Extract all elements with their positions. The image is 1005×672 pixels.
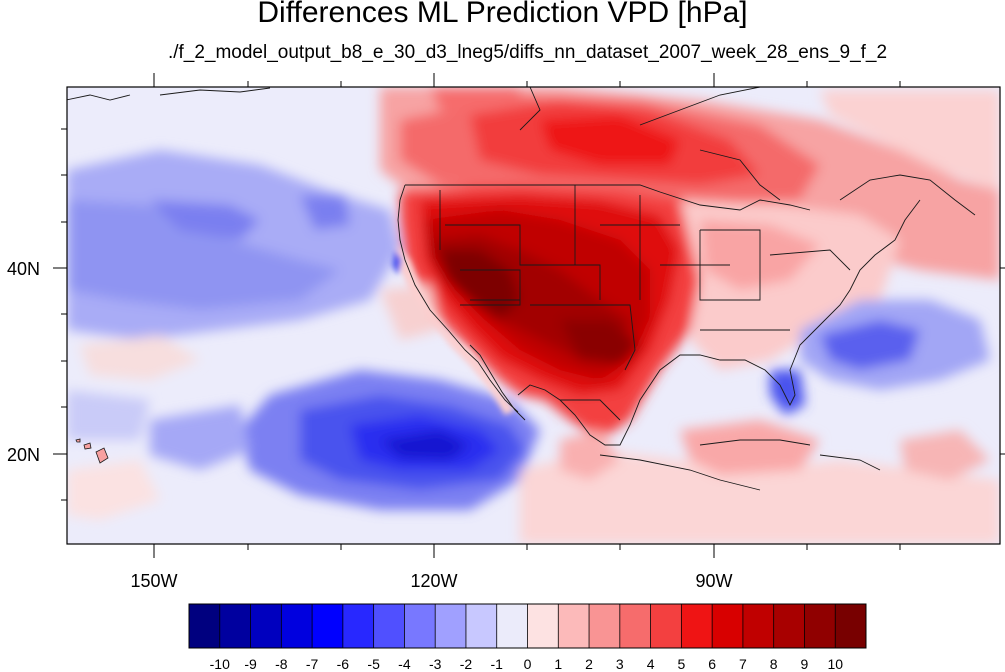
lon-tick-label: 90W	[695, 571, 732, 591]
colorbar-swatch	[219, 604, 252, 648]
colorbar-label: 5	[677, 656, 685, 672]
colorbar-label: -7	[306, 656, 319, 672]
map-subtitle: ./f_2_model_output_b8_e_30_d3_lneg5/diff…	[167, 42, 888, 63]
colorbar-label: -8	[275, 656, 288, 672]
lat-tick-label: 20N	[7, 445, 40, 465]
colorbar-swatch	[312, 604, 344, 648]
axis-ticks	[53, 73, 1005, 558]
lon-tick-label: 120W	[410, 571, 457, 591]
colorbar-label: -9	[244, 656, 257, 672]
colorbar-swatch	[589, 604, 621, 648]
coastlines	[67, 87, 976, 491]
colorbar-label: -2	[460, 656, 473, 672]
colorbar-label: 9	[801, 656, 809, 672]
colorbar-swatch	[619, 604, 652, 648]
colorbar-label: -5	[367, 656, 380, 672]
colorbar-swatch	[558, 604, 590, 648]
lat-tick-label: 40N	[7, 259, 40, 279]
colorbar-label: 3	[616, 656, 624, 672]
colorbar-swatch	[250, 604, 282, 648]
colorbar-swatch	[835, 604, 867, 648]
colorbar-label: 4	[647, 656, 655, 672]
colorbar-swatch	[281, 604, 313, 648]
colorbar-swatch	[742, 604, 775, 648]
colorbar-label: 1	[554, 656, 562, 672]
colorbar-swatch	[681, 604, 713, 648]
colorbar-label: -10	[210, 656, 230, 672]
colorbar-label: 10	[827, 656, 843, 672]
colorbar-label: 7	[739, 656, 747, 672]
colorbar-swatch	[527, 604, 559, 648]
colorbar-label: 6	[708, 656, 716, 672]
lon-tick-label: 150W	[130, 571, 177, 591]
colorbar-label: 0	[524, 656, 532, 672]
colorbar-swatch	[712, 604, 744, 648]
colorbar-swatch	[650, 604, 682, 648]
colorbar-label: -3	[429, 656, 442, 672]
colorbar-label: -4	[398, 656, 411, 672]
colorbar-swatch	[404, 604, 436, 648]
plot-frame	[66, 86, 1001, 545]
colorbar-swatch	[342, 604, 375, 648]
hawaii-islands	[75, 438, 109, 464]
colorbar-swatch	[189, 604, 221, 648]
colorbar-frame	[188, 603, 867, 649]
colorbar-swatch	[435, 604, 467, 648]
colorbar-swatch	[373, 604, 405, 648]
colorbar-label: -1	[491, 656, 504, 672]
colorbar-label: 2	[585, 656, 593, 672]
colorbar-label: 8	[770, 656, 778, 672]
colorbar-label: -6	[337, 656, 350, 672]
map-title: Differences ML Prediction VPD [hPa]	[257, 0, 748, 29]
colorbar-swatch	[773, 604, 805, 648]
colorbar-swatch	[465, 604, 498, 648]
colorbar: -10 -9 -8 -7 -6 -5 -4 -3 -2 -1 0 1 2 3 4 5 6 7 8 9 10	[188, 603, 867, 672]
map-plot-area	[67, 87, 1000, 544]
colorbar-swatch	[804, 604, 836, 648]
colorbar-swatch	[496, 604, 528, 648]
